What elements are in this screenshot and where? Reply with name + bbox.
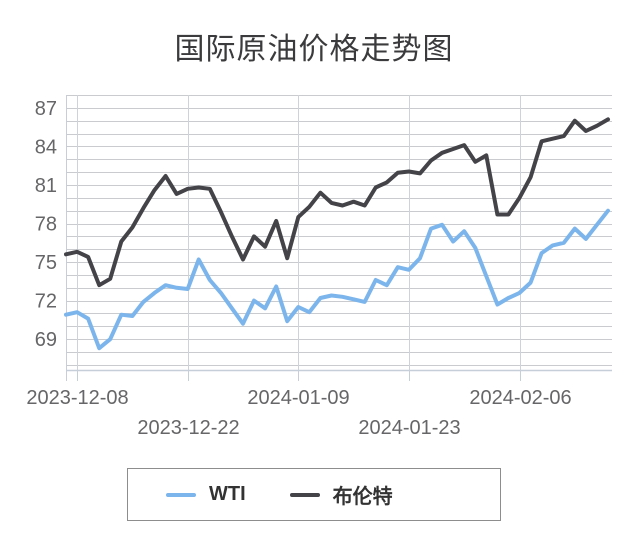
chart-title: 国际原油价格走势图 (174, 33, 454, 66)
y-axis-label: 78 (35, 214, 57, 236)
x-axis-label: 2023-12-22 (137, 417, 239, 439)
y-axis-label: 75 (35, 252, 57, 274)
legend-line-marker-icon (166, 492, 196, 497)
x-axis-label: 2024-01-09 (247, 387, 349, 409)
y-axis-label: 69 (35, 329, 57, 351)
legend-item-wti[interactable]: WTI (166, 483, 246, 506)
legend-item-brent[interactable]: 布伦特 (289, 480, 393, 509)
legend-label-wti: WTI (209, 483, 246, 505)
y-axis-label: 72 (35, 291, 57, 313)
series-line-wti[interactable] (64, 208, 610, 351)
series-line-brent[interactable] (64, 117, 610, 288)
x-axis-label: 2023-12-08 (26, 387, 128, 409)
legend-line-marker-icon (289, 492, 320, 497)
legend-box: WTI 布伦特 (127, 468, 501, 521)
x-axis-label: 2024-02-06 (469, 387, 571, 409)
x-axis-label: 2024-01-23 (358, 417, 460, 439)
y-axis-label: 87 (35, 98, 57, 120)
y-axis-label: 84 (35, 136, 57, 158)
price-chart-plot-svg: 2023-12-08 2023-12-22 2024-01-09 2024-01-23… (26, 95, 612, 439)
y-axis-label: 81 (35, 175, 57, 197)
legend-label-brent: 布伦特 (332, 486, 393, 508)
